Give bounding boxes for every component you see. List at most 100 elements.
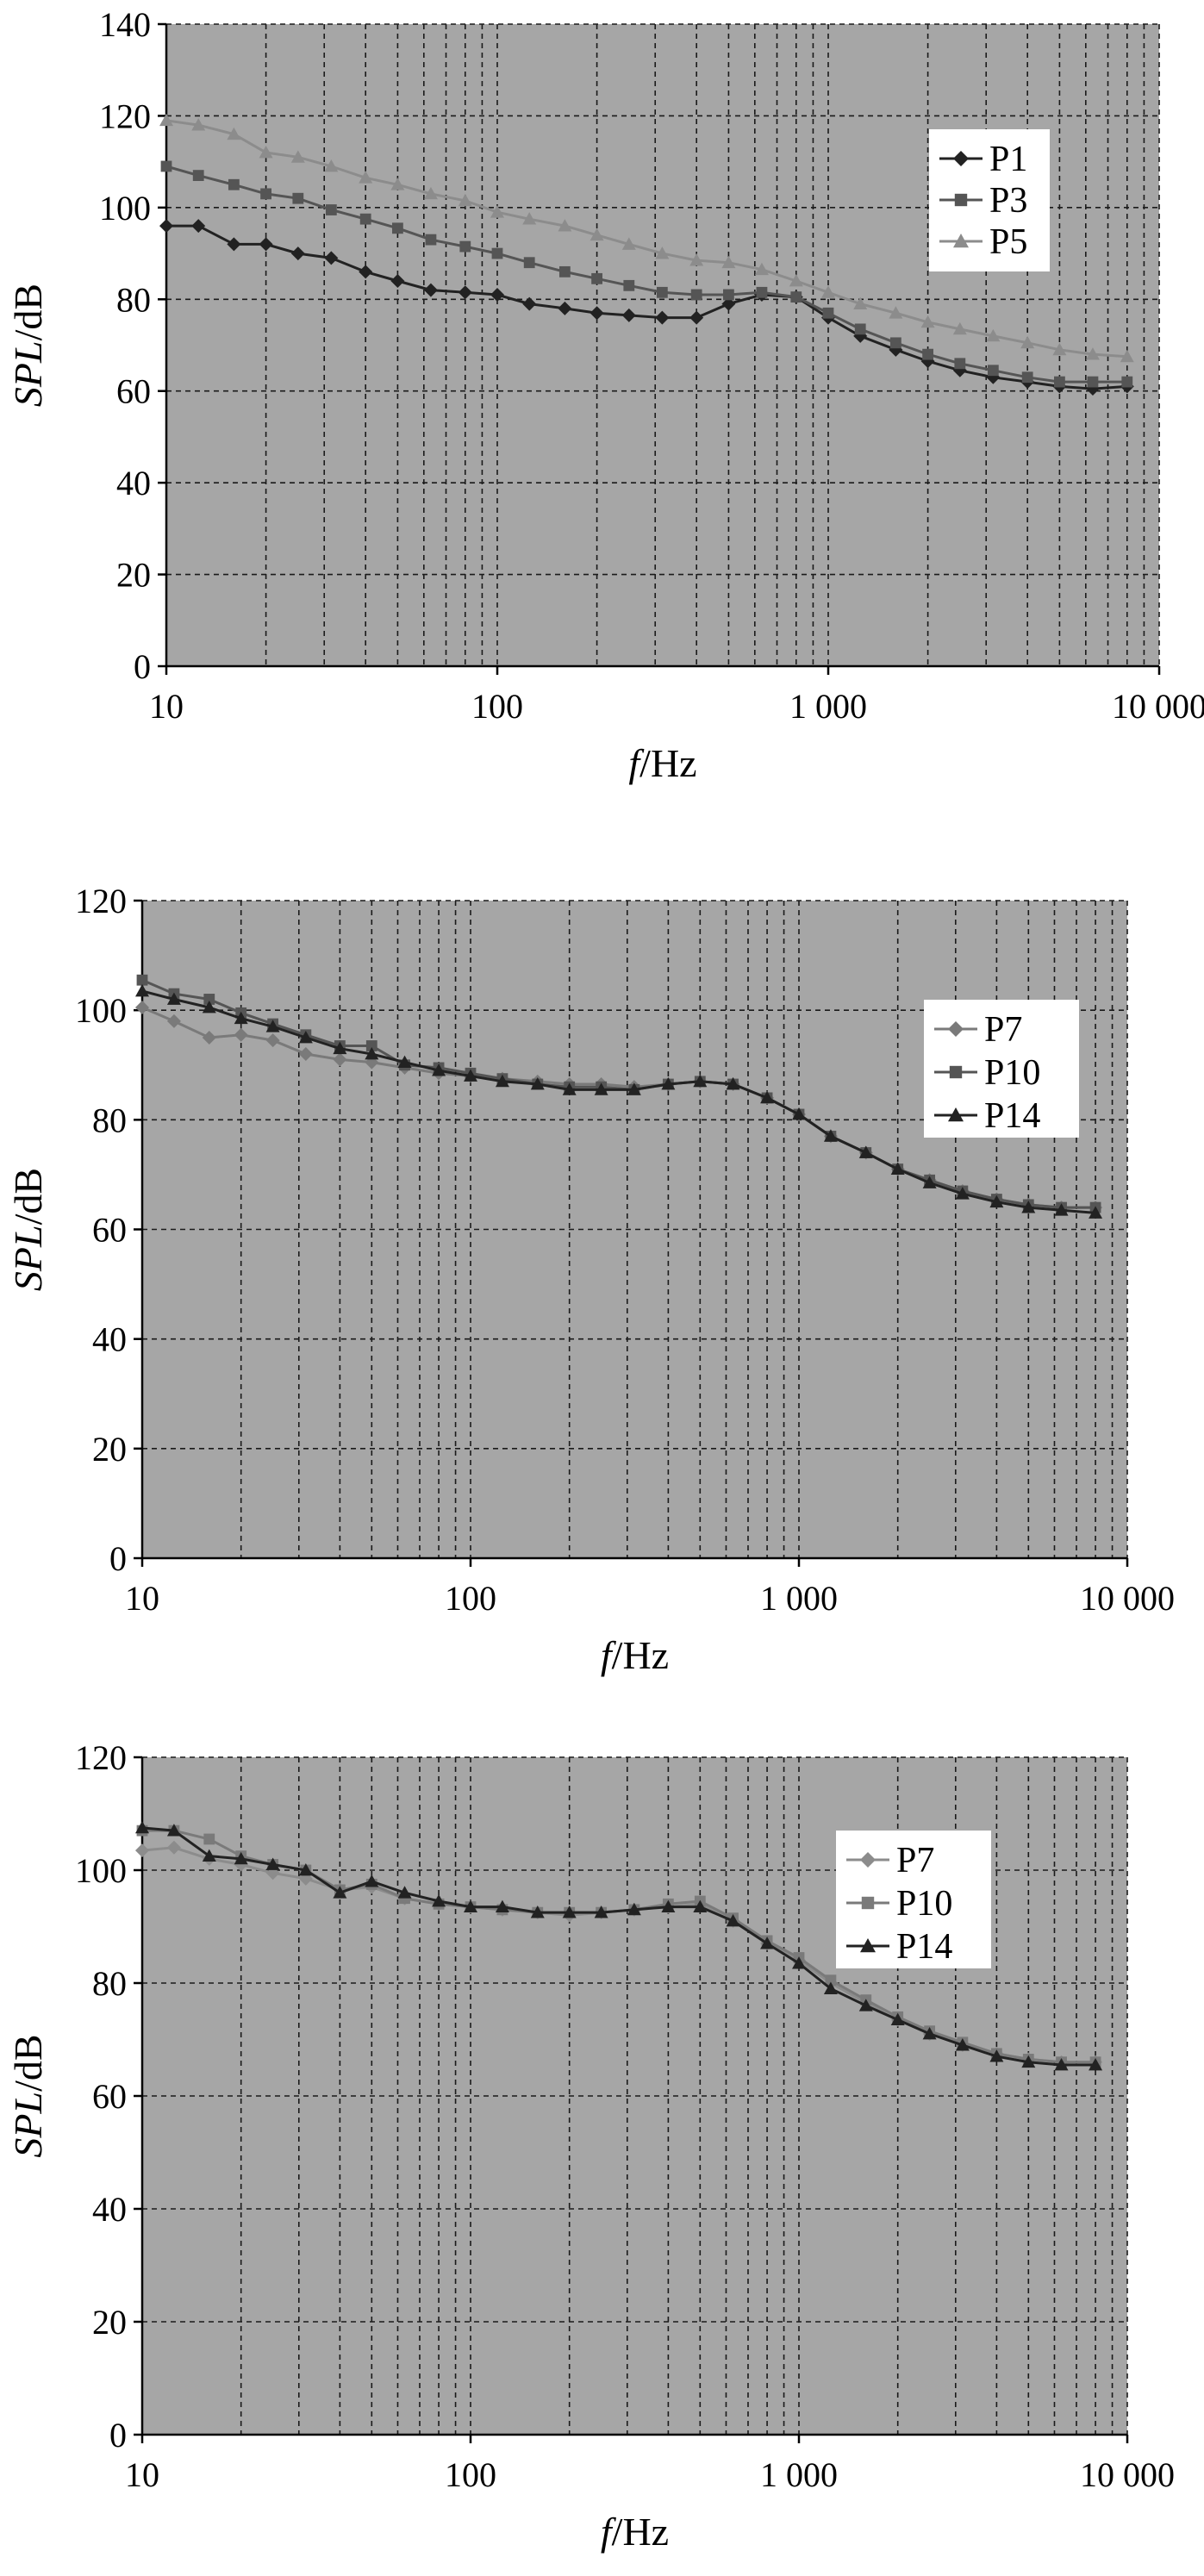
data-point	[432, 1894, 446, 1907]
data-point	[721, 296, 736, 311]
y-axis-label: SPL/dB	[6, 284, 50, 407]
data-point	[166, 1014, 181, 1028]
data-point	[986, 328, 1001, 342]
x-tick-label: 1 000	[760, 1579, 838, 1618]
y-tick-label: 140	[99, 5, 151, 44]
data-point	[756, 286, 768, 298]
data-point	[298, 1863, 313, 1876]
y-tick-label: 0	[109, 2416, 127, 2454]
x-tick-label: 10	[149, 687, 184, 726]
data-point	[166, 1840, 181, 1855]
data-point	[1021, 1201, 1036, 1213]
data-point	[160, 160, 172, 172]
data-point	[1120, 349, 1134, 363]
y-axis-label-symbol: SPL	[6, 340, 50, 407]
data-point	[760, 1090, 775, 1104]
data-point	[265, 1033, 280, 1048]
series-line	[141, 1826, 1096, 2067]
data-point	[522, 296, 537, 311]
data-point	[726, 1077, 740, 1090]
data-point	[324, 159, 339, 172]
y-tick-label: 40	[92, 1320, 127, 1359]
data-point	[166, 992, 181, 1005]
data-point	[234, 1011, 248, 1025]
data-point	[359, 265, 373, 279]
data-point	[495, 1074, 509, 1088]
data-point	[558, 265, 571, 278]
data-point	[397, 1886, 412, 1899]
data-point	[265, 1020, 280, 1032]
data-point	[425, 234, 437, 246]
data-point	[693, 1074, 708, 1088]
data-point	[265, 1857, 280, 1870]
data-point	[202, 1000, 216, 1014]
x-tick-label: 1 000	[760, 2455, 838, 2494]
y-axis-label-unit: /dB	[6, 2034, 50, 2091]
legend-label: P7	[896, 1841, 934, 1881]
data-point	[955, 1187, 970, 1200]
spl-chart-middle: 0 20 40 60 80 100 120 10 100 1 000 10 000 f/Hz SPL/d…	[6, 882, 1175, 1677]
data-point	[136, 974, 148, 986]
data-point	[1052, 342, 1067, 356]
spl-chart-bottom: 0 20 40 60 80 100 120 10 100 1 000 10 000 f/Hz SPL/d…	[6, 1738, 1175, 2554]
y-tick-label: 120	[75, 1738, 127, 1777]
data-point	[821, 285, 835, 298]
series-line	[165, 119, 1127, 359]
data-point	[655, 246, 670, 259]
data-point	[298, 1047, 313, 1062]
y-axis-label-symbol: SPL	[6, 2092, 50, 2158]
data-point	[227, 127, 241, 140]
legend-marker	[953, 234, 969, 248]
data-point	[203, 1833, 215, 1845]
data-point	[661, 1899, 676, 1912]
y-tick-label: 60	[92, 2077, 127, 2116]
x-tick-label: 1 000	[789, 687, 867, 726]
series-p14	[135, 1820, 1103, 2071]
legend-marker	[861, 1896, 875, 1910]
data-point	[989, 2049, 1004, 2062]
data-point	[298, 1871, 313, 1886]
data-point	[202, 1849, 216, 1862]
y-tick-label: 80	[92, 1964, 127, 2003]
legend-label: P7	[984, 1010, 1022, 1050]
data-point	[260, 188, 271, 200]
series-p5	[159, 113, 1134, 363]
data-point	[721, 255, 736, 269]
data-point	[359, 171, 373, 184]
data-point	[656, 286, 668, 298]
data-point	[890, 1162, 905, 1175]
data-point	[1087, 376, 1099, 388]
data-point	[1054, 1203, 1069, 1216]
data-point	[325, 204, 337, 215]
data-point	[202, 1030, 216, 1045]
legend-item-p7: P7	[934, 1010, 1022, 1050]
data-point	[987, 365, 999, 377]
data-point	[952, 321, 967, 335]
data-point	[159, 113, 173, 127]
grid	[142, 1756, 1128, 2435]
data-point	[889, 306, 903, 319]
x-tick-label: 10	[125, 1579, 159, 1618]
data-point	[621, 237, 636, 250]
data-point	[627, 1902, 641, 1916]
data-point	[760, 1937, 775, 1949]
data-point	[458, 193, 472, 207]
data-point	[920, 315, 935, 328]
x-axis-label-unit: /Hz	[639, 741, 696, 785]
legend-marker	[954, 193, 968, 207]
data-point	[159, 219, 173, 234]
data-point	[854, 323, 866, 335]
data-point	[203, 994, 215, 1005]
data-point	[530, 1905, 545, 1918]
data-point	[392, 222, 403, 234]
data-point	[1021, 2055, 1036, 2068]
data-point	[333, 1886, 347, 1899]
legend-marker	[948, 1107, 964, 1122]
data-point	[789, 274, 803, 287]
data-point	[822, 307, 834, 319]
data-point	[621, 308, 636, 322]
x-axis-label-unit: /Hz	[612, 1633, 669, 1677]
y-tick-label: 60	[116, 372, 151, 411]
axes	[158, 22, 1161, 675]
